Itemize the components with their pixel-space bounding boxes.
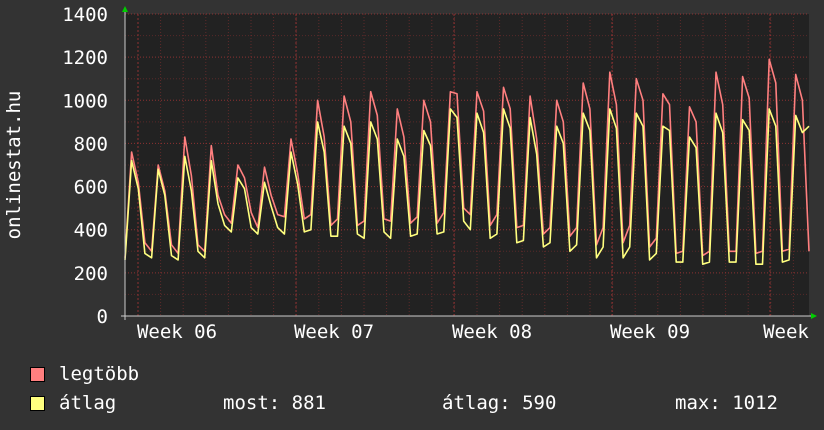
x-tick-label: Week 09 [610, 321, 690, 343]
y-axis-arrow-icon [122, 6, 128, 12]
y-axis-ticks: 0 200 400 600 800 1000 1200 1400 [62, 4, 108, 328]
series-line-max [124, 58, 810, 258]
stat-average: átlag: 590 [442, 392, 557, 414]
plot-area [125, 14, 809, 316]
y-tick-label: 1200 [62, 47, 108, 69]
legend-label-max: legtöbb [59, 363, 140, 385]
y-tick-label: 1400 [62, 4, 108, 26]
axes [121, 6, 817, 320]
y-tick-label: 0 [97, 306, 108, 328]
x-tick-label: Week [763, 321, 809, 343]
y-axis-label: onlinestat.hu [3, 91, 25, 240]
series-line-avg [124, 108, 810, 266]
stat-maximum: max: 1012 [675, 392, 778, 414]
legend-row-max: legtöbb [30, 360, 820, 389]
x-axis-ticks: Week 06 Week 07 Week 08 Week 09 Week [137, 321, 809, 343]
stat-current: most: 881 [223, 392, 326, 414]
x-tick-label: Week 08 [452, 321, 532, 343]
x-tick-label: Week 07 [294, 321, 374, 343]
chart-svg: 0 200 400 600 800 1000 1200 1400 Week 06 Week 07… [3, 4, 817, 343]
legend-swatch-avg [30, 396, 45, 411]
legend: legtöbb átlag most: 881 átlag: 590 max: … [30, 360, 820, 418]
legend-label-avg: átlag [59, 392, 117, 414]
x-axis-arrow-icon [811, 313, 817, 319]
legend-swatch-max [30, 367, 45, 382]
y-tick-label: 200 [74, 263, 108, 285]
x-tick-label: Week 06 [137, 321, 217, 343]
y-tick-label: 800 [74, 133, 108, 155]
y-tick-label: 600 [74, 177, 108, 199]
legend-row-avg: átlag most: 881 átlag: 590 max: 1012 [30, 389, 820, 418]
y-tick-label: 400 [74, 220, 108, 242]
series-layer [124, 58, 810, 266]
y-tick-label: 1000 [62, 90, 108, 112]
